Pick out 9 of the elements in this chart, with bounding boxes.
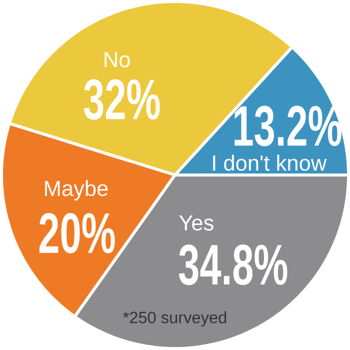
data-label: 13.2%: [234, 106, 342, 146]
slice-label: Yes: [179, 215, 214, 231]
slice-label: No: [104, 52, 130, 68]
data-label: 32%: [84, 79, 160, 120]
data-label: 20%: [39, 212, 115, 254]
slice-label: Maybe: [45, 180, 108, 200]
text: *250 surveyed: [123, 311, 226, 327]
slice-label: I don't know: [213, 154, 327, 171]
data-label: 34.8%: [178, 244, 288, 286]
